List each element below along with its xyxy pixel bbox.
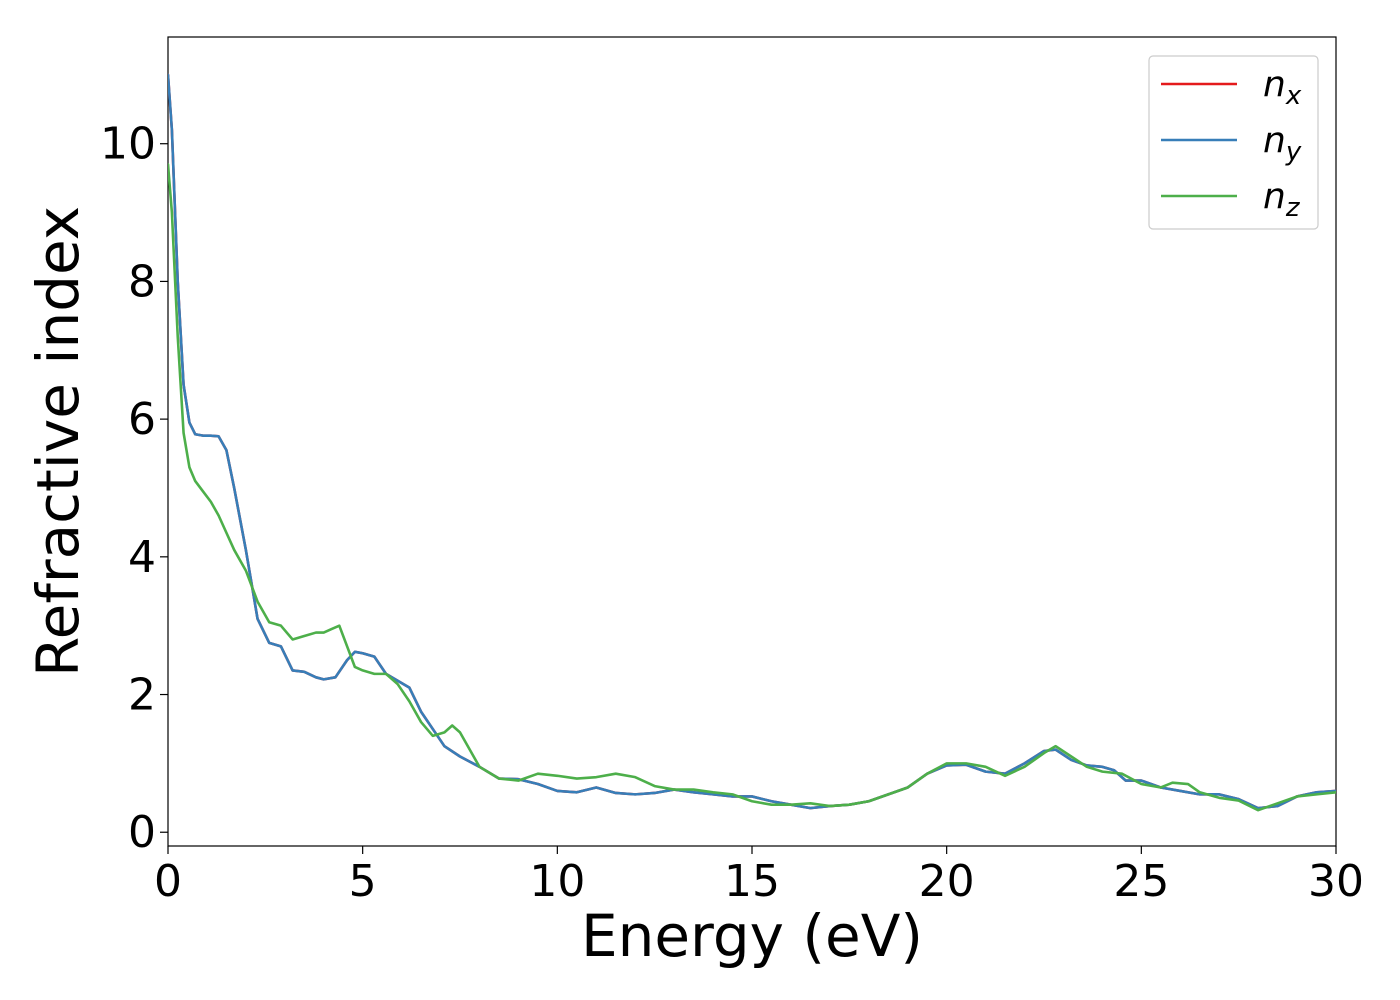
legend-label-subscript: y (1285, 137, 1302, 167)
y-tick-label: 0 (128, 807, 156, 858)
x-tick-label: 30 (1308, 856, 1364, 907)
x-tick-label: 0 (154, 856, 182, 907)
y-tick-label: 2 (128, 670, 156, 721)
x-tick-label: 10 (529, 856, 585, 907)
y-tick-label: 6 (128, 394, 156, 445)
x-axis-title: Energy (eV) (581, 902, 923, 970)
y-tick-label: 4 (128, 532, 156, 583)
series-line-y (168, 73, 1336, 810)
x-tick-label: 15 (724, 856, 780, 907)
legend-label-y: ny (1263, 120, 1302, 167)
y-tick-label: 8 (128, 256, 156, 307)
series-layer (168, 73, 1336, 812)
legend-box (1148, 55, 1319, 230)
legend-label-subscript: z (1285, 193, 1301, 223)
x-tick-label: 5 (349, 856, 377, 907)
legend-label-subscript: x (1285, 81, 1302, 111)
y-tick-label: 10 (100, 119, 156, 170)
x-tick-label: 20 (919, 856, 975, 907)
y-axis-title: Refractive index (24, 206, 92, 677)
series-line-z (168, 163, 1336, 812)
x-tick-label: 25 (1113, 856, 1169, 907)
